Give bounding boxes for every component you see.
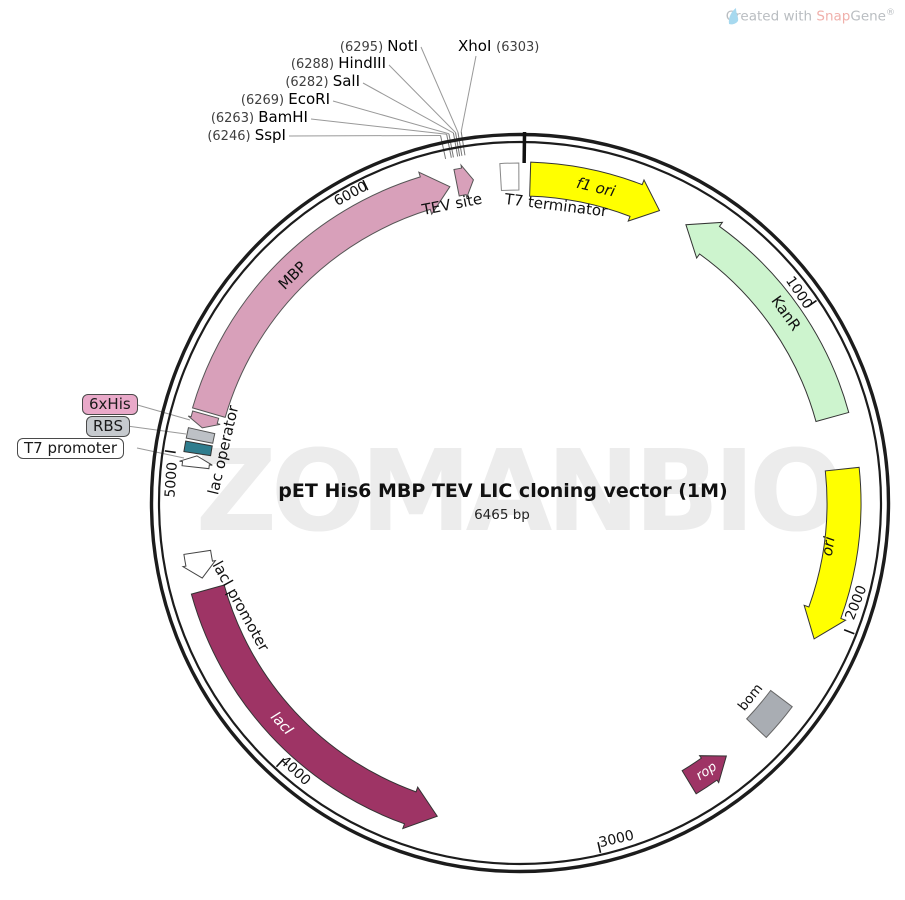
feature-mbp <box>191 171 451 418</box>
enzyme-site-tick-xhoi <box>460 131 466 156</box>
feature-kanr <box>685 221 850 423</box>
position-tick-2000 <box>843 629 855 635</box>
enzyme-label-hindiii: (6288) HindIII <box>291 54 386 72</box>
snapgene-attribution: Created with SnapGene® <box>726 8 895 25</box>
position-tick-6000 <box>362 179 369 191</box>
feature-rop <box>681 755 728 795</box>
feature-tag-rbs: RBS <box>86 416 130 437</box>
enzyme-leader-line-bamhi <box>310 118 447 135</box>
feature-label-ori: ori <box>818 535 839 558</box>
feature-6xhis <box>187 410 221 429</box>
feature-ori <box>803 466 862 640</box>
enzyme-site-tick-noti <box>457 132 463 156</box>
enzyme-leader-line-hindiii <box>388 64 456 133</box>
pill-leader-line-2 <box>136 447 185 459</box>
enzyme-leader-line-ecori <box>332 100 450 135</box>
enzyme-leader-line-sspi <box>288 134 441 137</box>
enzyme-label-bamhi: (6263) BamHI <box>211 108 308 126</box>
enzyme-label-sspi: (6246) SspI <box>207 126 286 144</box>
enzyme-label-noti: (6295) NotI <box>340 37 418 55</box>
attribution-prefix: Created with <box>725 8 817 25</box>
feature-lac-operator <box>183 440 213 457</box>
backbone-inner-ring <box>157 140 883 866</box>
feature-tag-t7-promoter-label: T7 promoter <box>24 439 118 457</box>
feature-laci-promoter <box>181 549 217 579</box>
enzyme-label-xhoi: XhoI (6303) <box>458 37 539 55</box>
feature-tev-site <box>453 163 475 200</box>
position-label-3000: 3000 <box>597 828 635 852</box>
feature-tag-rbs-label: RBS <box>93 417 123 435</box>
feature-tag-6xhis-label: 6xHis <box>89 395 131 413</box>
enzyme-leader-line-noti <box>420 46 459 133</box>
position-label-5000: 5000 <box>162 462 180 499</box>
position-tick-5000 <box>164 450 176 454</box>
feature-laci <box>190 584 439 830</box>
enzyme-site-tick-bamhi <box>446 134 452 158</box>
enzyme-leader-line-xhoi <box>460 55 477 132</box>
position-tick-4000 <box>275 758 285 768</box>
enzyme-label-sali: (6282) SalI <box>285 72 360 90</box>
pill-leader-line-1 <box>126 425 187 435</box>
enzyme-site-tick-sspi <box>440 135 447 160</box>
feature-t7-promoter <box>179 455 213 470</box>
attribution-brand-gene: Gene <box>850 8 886 25</box>
enzyme-leader-line-sali <box>362 82 454 134</box>
attribution-reg-mark: ® <box>886 8 895 18</box>
enzyme-site-tick-ecori <box>448 133 454 158</box>
feature-tag-6xhis: 6xHis <box>82 394 138 415</box>
enzyme-site-tick-hindiii <box>455 132 461 157</box>
snapgene-logo-icon <box>728 8 738 25</box>
feature-f1-ori <box>529 161 661 222</box>
feature-rbs <box>185 427 216 444</box>
enzyme-label-ecori: (6269) EcoRI <box>241 90 330 108</box>
position-tick-1000 <box>806 299 817 308</box>
feature-tag-t7-promoter: T7 promoter <box>17 438 125 459</box>
position-tick-3000 <box>597 841 602 854</box>
feature-t7-terminator <box>499 162 520 192</box>
plasmid-title: pET His6 MBP TEV LIC cloning vector (1M) <box>278 480 727 502</box>
feature-bom <box>745 689 793 739</box>
backbone-outer-ring <box>149 132 891 874</box>
attribution-brand-snap: Snap <box>816 8 851 25</box>
enzyme-site-tick-sali <box>452 132 459 157</box>
watermark-text: ZOMANBIO <box>196 427 839 557</box>
plasmid-length: 6465 bp <box>474 507 530 523</box>
